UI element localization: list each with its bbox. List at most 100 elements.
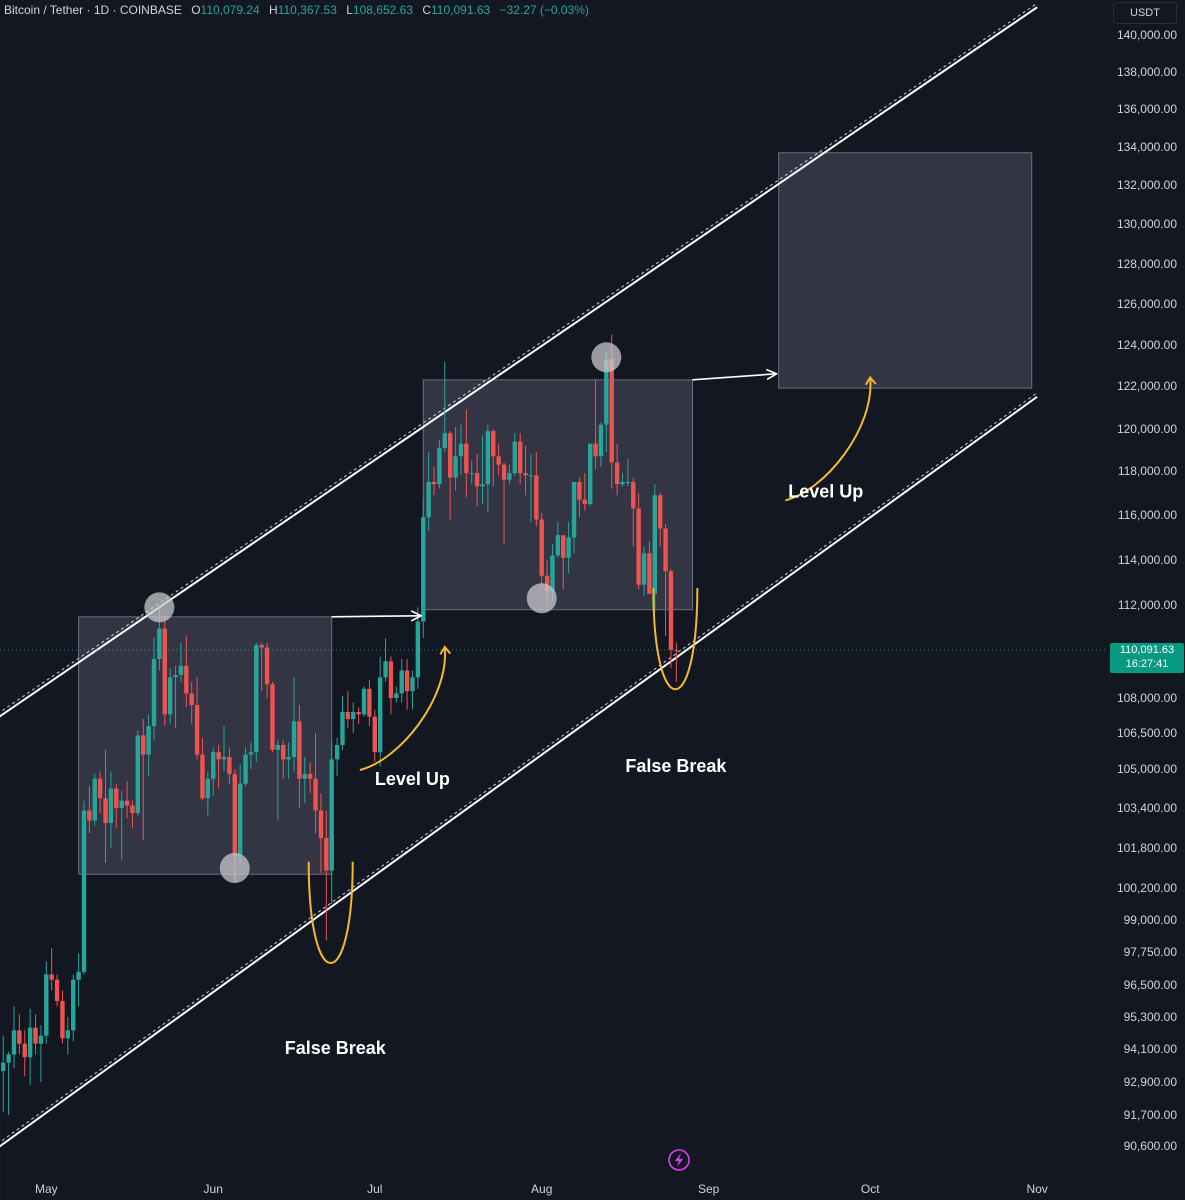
candle-body	[17, 1030, 22, 1044]
candle	[377, 656, 383, 767]
candle	[291, 677, 297, 772]
candle-body	[92, 778, 97, 821]
bar-countdown: 16:27:41	[1125, 658, 1169, 670]
y-axis-tick-label: 124,000.00	[1117, 338, 1177, 352]
candle	[264, 642, 270, 698]
candle	[178, 642, 184, 682]
candle-body	[108, 788, 114, 823]
candle-body	[22, 1043, 27, 1058]
candle-body	[469, 473, 474, 475]
candle-body	[620, 482, 625, 485]
candle-body	[539, 519, 544, 576]
y-axis-tick-label: 97,750.00	[1124, 945, 1178, 959]
candle	[275, 740, 281, 821]
candle	[146, 714, 151, 777]
false-break-label: False Break	[625, 756, 727, 776]
y-axis-tick-label: 130,000.00	[1117, 217, 1177, 231]
candle-body	[38, 1035, 44, 1044]
candle-body	[604, 359, 609, 425]
candle-body	[388, 661, 394, 698]
candle-body	[544, 575, 550, 592]
candle-body	[1, 1062, 6, 1071]
candle	[124, 781, 130, 818]
candle-body	[458, 443, 464, 457]
y-axis-tick-label: 132,000.00	[1117, 178, 1177, 192]
candle	[151, 638, 157, 741]
candle-body	[329, 759, 334, 871]
y-axis-tick-label: 108,000.00	[1117, 691, 1177, 705]
candle	[351, 702, 356, 733]
symbol-title: Bitcoin / Tether · 1D · COINBASE	[4, 3, 182, 17]
y-axis-tick-label: 99,000.00	[1124, 913, 1178, 927]
candle-body	[27, 1027, 33, 1058]
candle	[173, 665, 178, 729]
candle-body	[652, 495, 658, 594]
last-price-value: 110,091.63	[1119, 644, 1175, 656]
last-price-tag: 110,091.63 16:27:41	[1110, 643, 1184, 673]
candle	[184, 635, 189, 708]
candle	[286, 742, 291, 779]
x-axis-tick-label: Jun	[204, 1182, 223, 1196]
candle	[60, 990, 65, 1044]
candle-body	[76, 971, 81, 980]
candle	[561, 535, 566, 590]
candle	[458, 424, 464, 476]
candle	[162, 614, 167, 726]
candle	[356, 707, 361, 724]
candle-body	[135, 735, 141, 813]
candle-body	[141, 735, 146, 755]
candle-body	[528, 475, 534, 477]
candle-body	[103, 798, 108, 823]
candle-body	[281, 745, 286, 760]
candle-body	[291, 721, 297, 757]
candle-body	[442, 433, 447, 448]
candle-body	[431, 482, 437, 485]
y-axis-tick-label: 138,000.00	[1117, 65, 1177, 79]
candle-body	[517, 441, 523, 474]
candle-body	[6, 1054, 11, 1063]
candle-body	[415, 621, 421, 678]
candle-body	[87, 810, 92, 821]
candle-body	[426, 482, 431, 518]
candle	[254, 642, 259, 762]
channel-lower-line	[0, 395, 1038, 1148]
candle	[49, 948, 54, 991]
candle	[534, 452, 539, 527]
currency-selector[interactable]: USDT	[1113, 2, 1177, 24]
candle-body	[146, 726, 151, 755]
candle-body	[485, 431, 491, 485]
x-axis-tick-label: Nov	[1026, 1182, 1047, 1196]
y-axis-tick-label: 105,000.00	[1117, 762, 1177, 776]
lightning-icon[interactable]	[668, 1149, 690, 1171]
candle-body	[167, 677, 173, 715]
candle	[318, 793, 324, 873]
candle	[426, 452, 431, 531]
zone-transition-arrow	[331, 616, 421, 617]
candle-body	[507, 473, 512, 480]
candle	[496, 443, 501, 476]
candle	[512, 433, 517, 476]
candle-body	[324, 838, 329, 871]
candle	[657, 493, 663, 547]
candle	[119, 790, 124, 861]
candle-body	[237, 783, 243, 856]
candle-body	[566, 537, 571, 558]
candle-body	[464, 443, 469, 474]
candle	[523, 445, 528, 496]
y-axis-tick-label: 101,800.00	[1117, 841, 1177, 855]
candle-body	[631, 482, 636, 509]
candle	[469, 460, 474, 485]
candle	[517, 433, 523, 485]
candle-body	[232, 773, 237, 856]
candle	[92, 773, 97, 826]
candle	[421, 497, 426, 639]
candle	[485, 424, 491, 513]
candle	[674, 642, 679, 682]
candle	[189, 681, 194, 724]
candle	[491, 429, 496, 487]
candle	[668, 569, 674, 669]
candle-body	[555, 535, 561, 556]
close-label: C	[422, 3, 431, 17]
